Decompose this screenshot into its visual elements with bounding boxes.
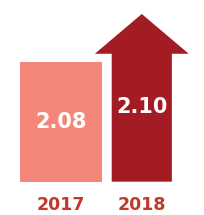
Text: 2.08: 2.08: [35, 112, 87, 132]
Text: 2018: 2018: [118, 196, 166, 214]
Polygon shape: [95, 14, 189, 182]
Text: 2017: 2017: [37, 196, 85, 214]
Text: 2.10: 2.10: [116, 97, 167, 117]
Bar: [20, 62, 102, 182]
